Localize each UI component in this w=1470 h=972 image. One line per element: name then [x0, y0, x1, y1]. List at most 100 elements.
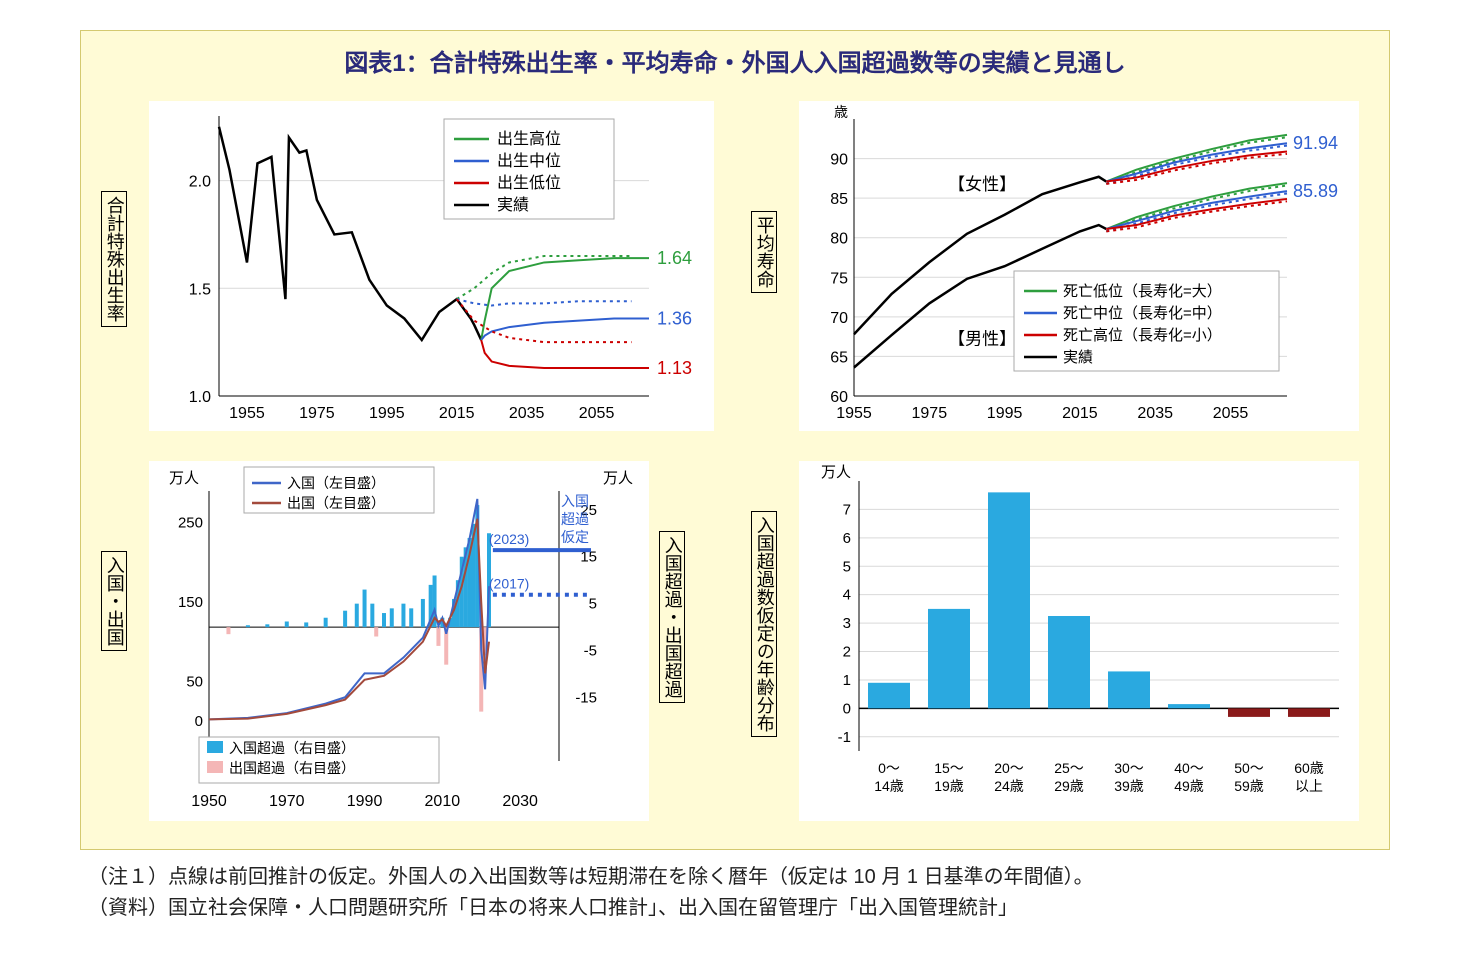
- source: （資料）国立社会保障・人口問題研究所「日本の将来人口推計」、出入国在留管理庁「出…: [88, 893, 1378, 924]
- svg-text:(2017): (2017): [489, 576, 529, 592]
- svg-text:14歳: 14歳: [874, 778, 904, 794]
- figure-title: 図表1：合計特殊出生率・平均寿命・外国人入国超過数等の実績と見通し: [81, 31, 1389, 78]
- svg-text:65: 65: [830, 349, 848, 366]
- svg-text:死亡高位（長寿化=小）: 死亡高位（長寿化=小）: [1063, 327, 1222, 344]
- svg-text:1: 1: [843, 672, 851, 689]
- svg-text:2035: 2035: [1137, 405, 1173, 422]
- figure-panel: 図表1：合計特殊出生率・平均寿命・外国人入国超過数等の実績と見通し 合計特殊出生…: [80, 30, 1390, 850]
- svg-text:入国: 入国: [561, 493, 589, 509]
- migration-chart: 万人万人050150250-15-551525入国超過仮定(2023)(2017…: [149, 461, 649, 821]
- svg-text:1995: 1995: [987, 405, 1023, 422]
- svg-text:仮定: 仮定: [561, 529, 589, 545]
- svg-text:出国超過（右目盛）: 出国超過（右目盛）: [229, 760, 355, 776]
- svg-text:2: 2: [843, 644, 851, 661]
- svg-text:91.94: 91.94: [1293, 133, 1338, 153]
- svg-text:出国（左目盛）: 出国（左目盛）: [287, 495, 385, 511]
- svg-text:出生低位: 出生低位: [497, 174, 561, 192]
- svg-text:15～: 15～: [934, 760, 964, 776]
- svg-text:1975: 1975: [912, 405, 948, 422]
- svg-text:1950: 1950: [191, 793, 227, 810]
- footnotes: （注１）点線は前回推計の仮定。外国人の入出国数等は短期滞在を除く暦年（仮定は 1…: [88, 862, 1378, 924]
- svg-text:60歳: 60歳: [1294, 760, 1324, 776]
- svg-text:2015: 2015: [1062, 405, 1098, 422]
- svg-text:0: 0: [843, 700, 851, 717]
- svg-text:60: 60: [830, 389, 848, 406]
- svg-text:29歳: 29歳: [1054, 778, 1084, 794]
- svg-text:万人: 万人: [603, 470, 633, 487]
- svg-text:75: 75: [830, 270, 848, 287]
- svg-text:7: 7: [843, 501, 851, 518]
- svg-text:4: 4: [843, 587, 851, 604]
- svg-text:出生高位: 出生高位: [497, 130, 561, 148]
- svg-text:1975: 1975: [299, 405, 335, 422]
- svg-text:5: 5: [843, 558, 851, 575]
- svg-text:(2023): (2023): [489, 531, 529, 547]
- svg-text:1.5: 1.5: [189, 281, 211, 298]
- svg-text:5: 5: [589, 596, 597, 613]
- svg-text:入国（左目盛）: 入国（左目盛）: [287, 475, 385, 491]
- svg-text:実績: 実績: [1063, 349, 1093, 366]
- migration-left-axis-label: 入国・出国: [101, 551, 127, 651]
- svg-text:2035: 2035: [509, 405, 545, 422]
- svg-text:150: 150: [178, 594, 203, 611]
- svg-text:入国超過（右目盛）: 入国超過（右目盛）: [229, 740, 355, 756]
- svg-text:出生中位: 出生中位: [497, 152, 561, 170]
- svg-text:70: 70: [830, 310, 848, 327]
- svg-text:1.0: 1.0: [189, 389, 211, 406]
- svg-text:歳: 歳: [834, 104, 848, 120]
- agebar-axis-label: 入国超過数仮定の年齢分布: [751, 511, 777, 737]
- svg-text:2055: 2055: [1213, 405, 1249, 422]
- svg-text:死亡中位（長寿化=中）: 死亡中位（長寿化=中）: [1063, 305, 1222, 322]
- svg-text:1955: 1955: [229, 405, 265, 422]
- agebar-chart: 万人 -1 0 1 2 3 4 5 6 7 0～ 14歳 15～ 19歳 20～ 24歳 25～ 29歳 30～ 39…: [799, 461, 1359, 821]
- svg-text:20～: 20～: [994, 760, 1024, 776]
- svg-text:1970: 1970: [269, 793, 305, 810]
- svg-text:0～: 0～: [878, 760, 900, 776]
- svg-text:【男性】: 【男性】: [948, 330, 1016, 349]
- svg-text:50～: 50～: [1234, 760, 1264, 776]
- svg-text:万人: 万人: [821, 464, 851, 481]
- svg-text:-15: -15: [575, 690, 597, 707]
- svg-text:1.64: 1.64: [657, 248, 692, 268]
- svg-text:80: 80: [830, 231, 848, 248]
- svg-text:1.13: 1.13: [657, 358, 692, 378]
- svg-text:2030: 2030: [502, 793, 538, 810]
- svg-text:以上: 以上: [1295, 778, 1323, 794]
- svg-text:1955: 1955: [836, 405, 872, 422]
- tfr-chart: 1.0 1.5 2.0 1955 1975 1995 2015 2035 2055 1.64 1.3…: [149, 101, 714, 431]
- svg-text:50: 50: [186, 673, 203, 690]
- tfr-axis-label: 合計特殊出生率: [101, 191, 127, 327]
- chart-grid: 合計特殊出生率 1.01.52.019551975199520152035205…: [111, 91, 1361, 831]
- svg-text:30～: 30～: [1114, 760, 1144, 776]
- svg-text:1.36: 1.36: [657, 308, 692, 328]
- svg-text:-5: -5: [584, 643, 597, 660]
- svg-text:超過: 超過: [561, 511, 589, 527]
- svg-text:-1: -1: [838, 729, 851, 746]
- svg-text:【女性】: 【女性】: [948, 175, 1016, 194]
- svg-text:49歳: 49歳: [1174, 778, 1204, 794]
- svg-text:1990: 1990: [347, 793, 383, 810]
- svg-text:59歳: 59歳: [1234, 778, 1264, 794]
- svg-text:90: 90: [830, 152, 848, 169]
- svg-text:1995: 1995: [369, 405, 405, 422]
- svg-text:250: 250: [178, 515, 203, 532]
- svg-text:2015: 2015: [439, 405, 475, 422]
- svg-text:3: 3: [843, 615, 851, 632]
- svg-text:万人: 万人: [169, 470, 199, 487]
- svg-text:死亡低位（長寿化=大）: 死亡低位（長寿化=大）: [1063, 283, 1222, 300]
- svg-text:25～: 25～: [1054, 760, 1084, 776]
- svg-text:6: 6: [843, 530, 851, 547]
- svg-text:24歳: 24歳: [994, 778, 1024, 794]
- svg-text:19歳: 19歳: [934, 778, 964, 794]
- svg-text:85.89: 85.89: [1293, 181, 1338, 201]
- svg-text:39歳: 39歳: [1114, 778, 1144, 794]
- life-chart: 60 65 70 75 80 85 90 歳 1955 1975 1995 2015 2035 2055 9…: [799, 101, 1359, 431]
- svg-text:実績: 実績: [497, 196, 529, 214]
- svg-text:40～: 40～: [1174, 760, 1204, 776]
- svg-text:2010: 2010: [425, 793, 461, 810]
- svg-text:2055: 2055: [579, 405, 615, 422]
- svg-text:2.0: 2.0: [189, 174, 211, 191]
- migration-right-axis-label: 入国超過・出国超過: [659, 531, 685, 703]
- svg-text:0: 0: [195, 713, 203, 730]
- svg-text:85: 85: [830, 191, 848, 208]
